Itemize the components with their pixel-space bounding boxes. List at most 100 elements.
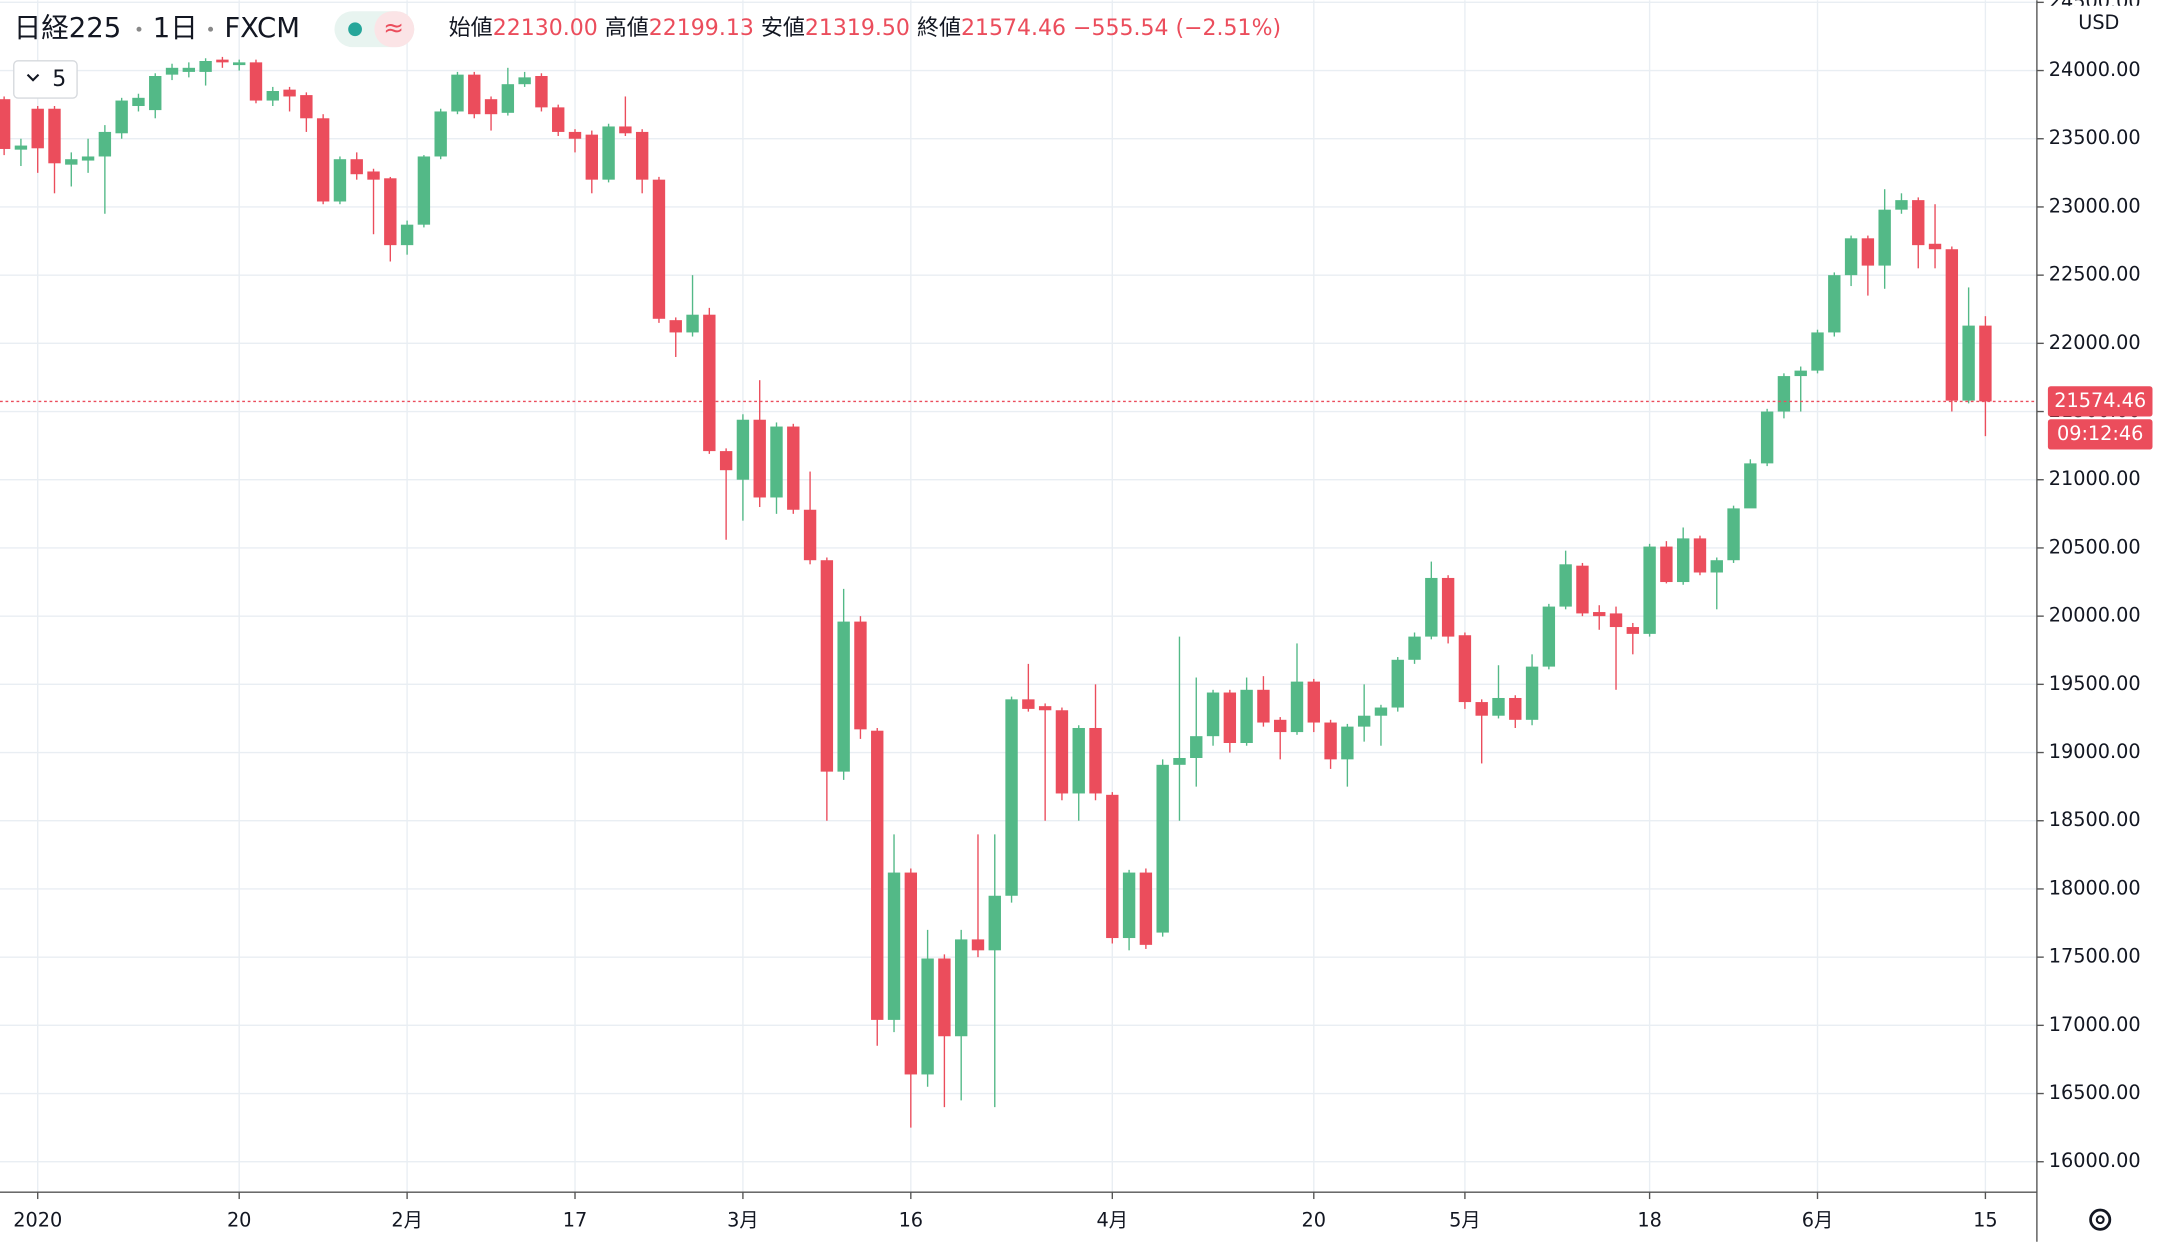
candle-body xyxy=(1206,692,1220,737)
candle-body xyxy=(1928,243,1942,250)
candle-body xyxy=(1106,794,1119,939)
candle-body xyxy=(417,156,431,225)
x-tick-label: 20 xyxy=(1302,1209,1327,1232)
y-tick-label: 19500.00 xyxy=(2049,672,2141,695)
y-tick-label: 18000.00 xyxy=(2049,876,2141,899)
candle-body xyxy=(703,314,716,452)
x-tick-label: 2月 xyxy=(391,1209,423,1232)
candle-body xyxy=(1307,681,1320,723)
candle-body xyxy=(1542,606,1556,667)
y-tick-label: 18500.00 xyxy=(2049,808,2141,831)
y-tick-label: 22500.00 xyxy=(2049,263,2141,286)
candle-body xyxy=(1357,715,1371,727)
change: −555.54 (−2.51%) xyxy=(1073,16,1281,41)
x-tick-label: 18 xyxy=(1637,1209,1662,1232)
candle-body xyxy=(1022,699,1035,709)
candle-body xyxy=(1760,411,1774,464)
x-tick-label: 16 xyxy=(899,1209,924,1232)
candle-body xyxy=(367,171,380,180)
candle-body xyxy=(1945,249,1959,401)
candle-body xyxy=(199,60,212,72)
candle-body xyxy=(938,958,951,1037)
candle-body xyxy=(535,76,548,108)
last-price-label: 21574.46 xyxy=(2054,389,2146,412)
candle-body xyxy=(1660,546,1673,583)
separator xyxy=(136,26,142,32)
candle-body xyxy=(468,74,481,115)
candle-body xyxy=(31,108,44,149)
candle-body xyxy=(871,730,884,1020)
interval: 1日 xyxy=(153,12,198,44)
candle-body xyxy=(1643,546,1656,634)
countdown: 09:12:46 xyxy=(2057,422,2143,445)
candle-body xyxy=(736,419,750,480)
last-price-box xyxy=(2047,386,2153,417)
candle-body xyxy=(1290,681,1304,733)
candle-body xyxy=(233,62,246,66)
candle-body xyxy=(518,77,531,85)
grid xyxy=(0,0,2037,1193)
candle-body xyxy=(1324,722,1337,760)
candle-body xyxy=(635,131,649,180)
candle-body xyxy=(1844,238,1858,276)
ohlc-value: 22130.00 xyxy=(493,16,598,41)
indicator-toggle[interactable] xyxy=(13,60,78,99)
ohlc-label: 終値 xyxy=(917,16,961,41)
x-tick-label: 2020 xyxy=(13,1209,62,1232)
y-tick-label: 16000.00 xyxy=(2049,1149,2141,1172)
candle-body xyxy=(1441,577,1455,637)
candle-body xyxy=(1038,706,1052,711)
candle-body xyxy=(1710,560,1723,573)
candle-body xyxy=(1492,697,1505,716)
candle-body xyxy=(132,97,145,107)
x-tick-label: 6月 xyxy=(1802,1209,1833,1232)
candle-body xyxy=(484,99,498,115)
candle-body xyxy=(1408,636,1421,660)
candle-body xyxy=(1190,736,1203,758)
candle-body xyxy=(1173,757,1186,765)
ohlc-label: 始値 xyxy=(449,16,493,41)
candle-body xyxy=(65,159,78,165)
candle-body xyxy=(770,426,783,498)
candle-body xyxy=(384,178,397,246)
candle-body xyxy=(1979,325,1992,402)
y-tick-label: 23000.00 xyxy=(2049,194,2141,217)
market-status-dot xyxy=(348,22,362,37)
candle-body xyxy=(1878,209,1891,266)
chevron xyxy=(26,73,40,82)
candle-body xyxy=(1912,200,1925,246)
candle-body xyxy=(1794,370,1807,377)
gear[interactable] xyxy=(2089,1208,2112,1231)
ohlc-value: 21319.50 xyxy=(805,16,910,41)
ohlc-legend: 始値22130.00 高値22199.13 安値21319.50 終値21574… xyxy=(449,16,1281,41)
ohlc-value: 21574.46 xyxy=(961,16,1066,41)
candle-body xyxy=(81,156,95,161)
candle-body xyxy=(1240,689,1253,743)
candle-body xyxy=(1122,872,1136,939)
candle-body xyxy=(1693,538,1707,573)
candle-body xyxy=(887,872,901,1020)
candle-body xyxy=(1223,692,1237,743)
candle-body xyxy=(988,895,1001,951)
candle-body xyxy=(652,179,666,319)
candle-body xyxy=(1576,565,1589,614)
candle-body xyxy=(1811,332,1824,371)
candle-body xyxy=(686,314,699,333)
candle-body xyxy=(300,95,313,119)
candle-body xyxy=(1744,463,1757,509)
status-pill-right xyxy=(374,11,415,48)
candle-body xyxy=(333,159,347,202)
settings-icon[interactable] xyxy=(2089,1208,2112,1231)
y-tick-label: 23500.00 xyxy=(2049,126,2141,149)
candle-body xyxy=(350,159,363,175)
candle-body xyxy=(1962,325,1975,401)
candle-body xyxy=(921,958,934,1075)
candle-body xyxy=(954,939,968,1037)
candle-body xyxy=(1475,702,1488,716)
candle-body xyxy=(1005,699,1018,896)
candle-body xyxy=(14,145,28,150)
candle-body xyxy=(1525,666,1539,720)
candle-body xyxy=(1391,659,1404,708)
y-tick-label: 17000.00 xyxy=(2049,1013,2141,1036)
candle-body xyxy=(803,509,817,561)
